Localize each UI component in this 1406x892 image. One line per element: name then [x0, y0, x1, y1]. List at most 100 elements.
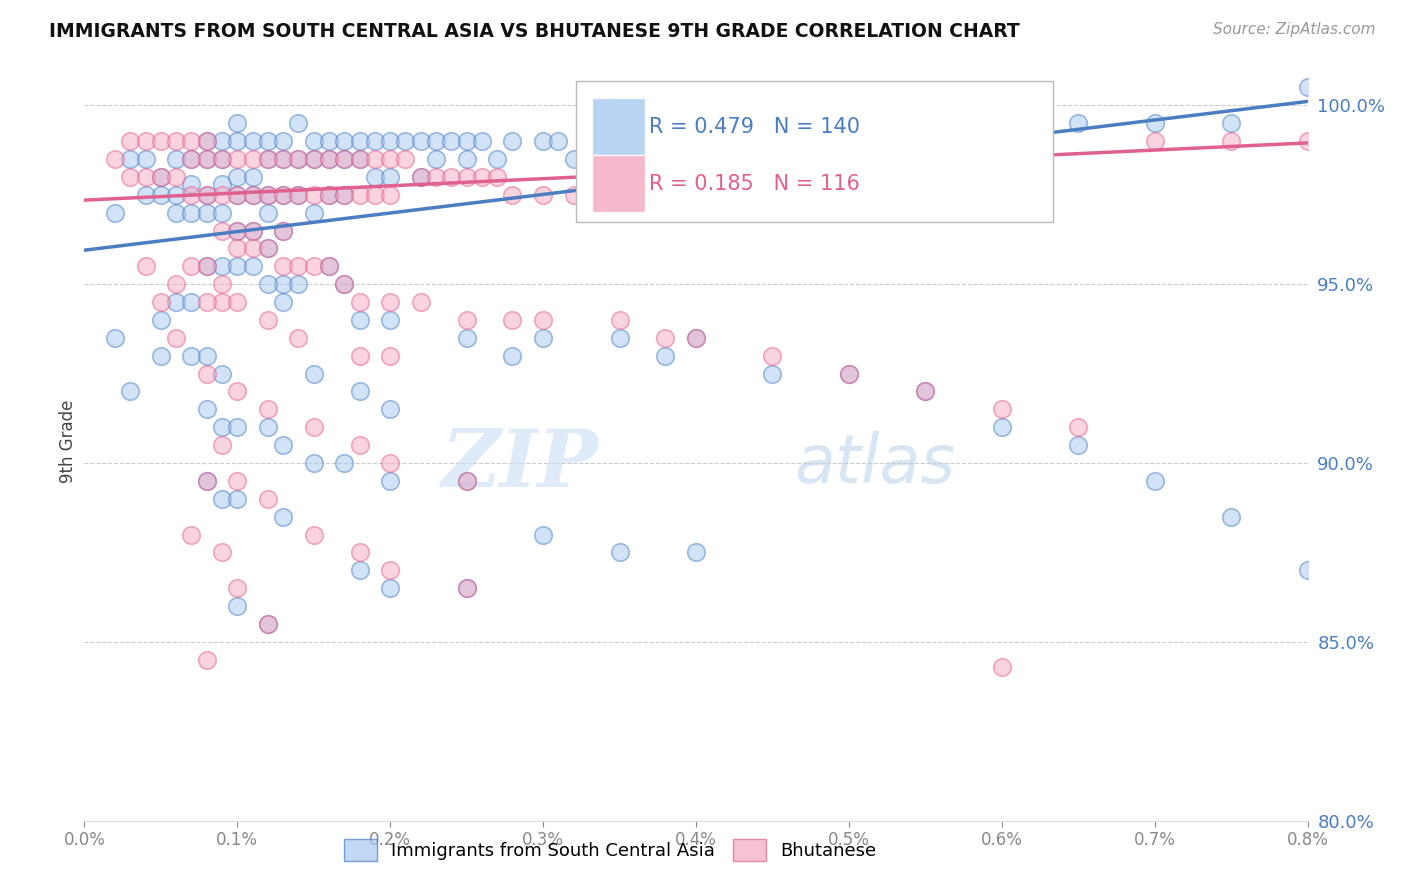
- Point: [180, 349, 202, 363]
- Point: [195, 187, 218, 202]
- Point: [149, 169, 172, 184]
- Point: [271, 277, 294, 292]
- Point: [380, 295, 402, 310]
- Point: [302, 260, 325, 274]
- Point: [149, 349, 172, 363]
- Point: [135, 169, 157, 184]
- Point: [333, 187, 356, 202]
- Point: [257, 420, 280, 434]
- Point: [165, 331, 187, 345]
- Point: [380, 474, 402, 488]
- Point: [531, 527, 554, 541]
- Point: [271, 187, 294, 202]
- Point: [104, 205, 127, 219]
- Point: [685, 545, 707, 559]
- Point: [211, 134, 233, 148]
- Point: [242, 260, 264, 274]
- Point: [333, 152, 356, 166]
- Point: [242, 241, 264, 255]
- Point: [502, 134, 524, 148]
- Point: [211, 491, 233, 506]
- Point: [195, 187, 218, 202]
- Point: [120, 134, 142, 148]
- Point: [394, 134, 416, 148]
- Point: [242, 169, 264, 184]
- Point: [364, 152, 387, 166]
- Text: Source: ZipAtlas.com: Source: ZipAtlas.com: [1212, 22, 1375, 37]
- Point: [271, 295, 294, 310]
- Point: [364, 134, 387, 148]
- Point: [502, 187, 524, 202]
- Point: [149, 169, 172, 184]
- Point: [195, 349, 218, 363]
- Point: [456, 581, 478, 595]
- Point: [257, 616, 280, 631]
- Point: [257, 205, 280, 219]
- Point: [302, 205, 325, 219]
- Point: [486, 152, 509, 166]
- Point: [425, 152, 447, 166]
- Point: [180, 205, 202, 219]
- Point: [211, 277, 233, 292]
- Point: [149, 295, 172, 310]
- Point: [211, 223, 233, 237]
- Point: [394, 152, 416, 166]
- Point: [226, 581, 249, 595]
- Point: [104, 152, 127, 166]
- Point: [349, 152, 371, 166]
- Point: [257, 241, 280, 255]
- Point: [257, 152, 280, 166]
- Point: [271, 509, 294, 524]
- Point: [761, 349, 783, 363]
- Point: [149, 134, 172, 148]
- Point: [195, 474, 218, 488]
- Point: [302, 187, 325, 202]
- Point: [180, 295, 202, 310]
- Point: [242, 187, 264, 202]
- Point: [257, 616, 280, 631]
- Point: [226, 187, 249, 202]
- Point: [226, 152, 249, 166]
- Point: [135, 260, 157, 274]
- Point: [165, 187, 187, 202]
- Point: [287, 277, 309, 292]
- Point: [287, 187, 309, 202]
- Point: [380, 349, 402, 363]
- Point: [271, 134, 294, 148]
- Point: [195, 295, 218, 310]
- Point: [180, 152, 202, 166]
- Point: [1143, 474, 1166, 488]
- Point: [425, 169, 447, 184]
- Point: [302, 420, 325, 434]
- Point: [287, 331, 309, 345]
- Point: [211, 177, 233, 191]
- Point: [440, 169, 463, 184]
- Point: [914, 116, 936, 130]
- Point: [226, 241, 249, 255]
- Point: [302, 367, 325, 381]
- Point: [380, 187, 402, 202]
- Point: [257, 313, 280, 327]
- Point: [531, 331, 554, 345]
- Point: [149, 187, 172, 202]
- Point: [502, 349, 524, 363]
- Point: [1067, 116, 1090, 130]
- Point: [165, 277, 187, 292]
- Point: [180, 152, 202, 166]
- Point: [318, 187, 340, 202]
- Point: [257, 402, 280, 417]
- Point: [761, 134, 783, 148]
- Point: [914, 384, 936, 399]
- Point: [349, 349, 371, 363]
- Point: [195, 260, 218, 274]
- Point: [380, 456, 402, 470]
- Point: [195, 474, 218, 488]
- Point: [914, 384, 936, 399]
- Point: [562, 187, 585, 202]
- Point: [409, 295, 432, 310]
- Point: [333, 277, 356, 292]
- Point: [318, 152, 340, 166]
- Point: [380, 563, 402, 577]
- Point: [226, 223, 249, 237]
- Point: [440, 134, 463, 148]
